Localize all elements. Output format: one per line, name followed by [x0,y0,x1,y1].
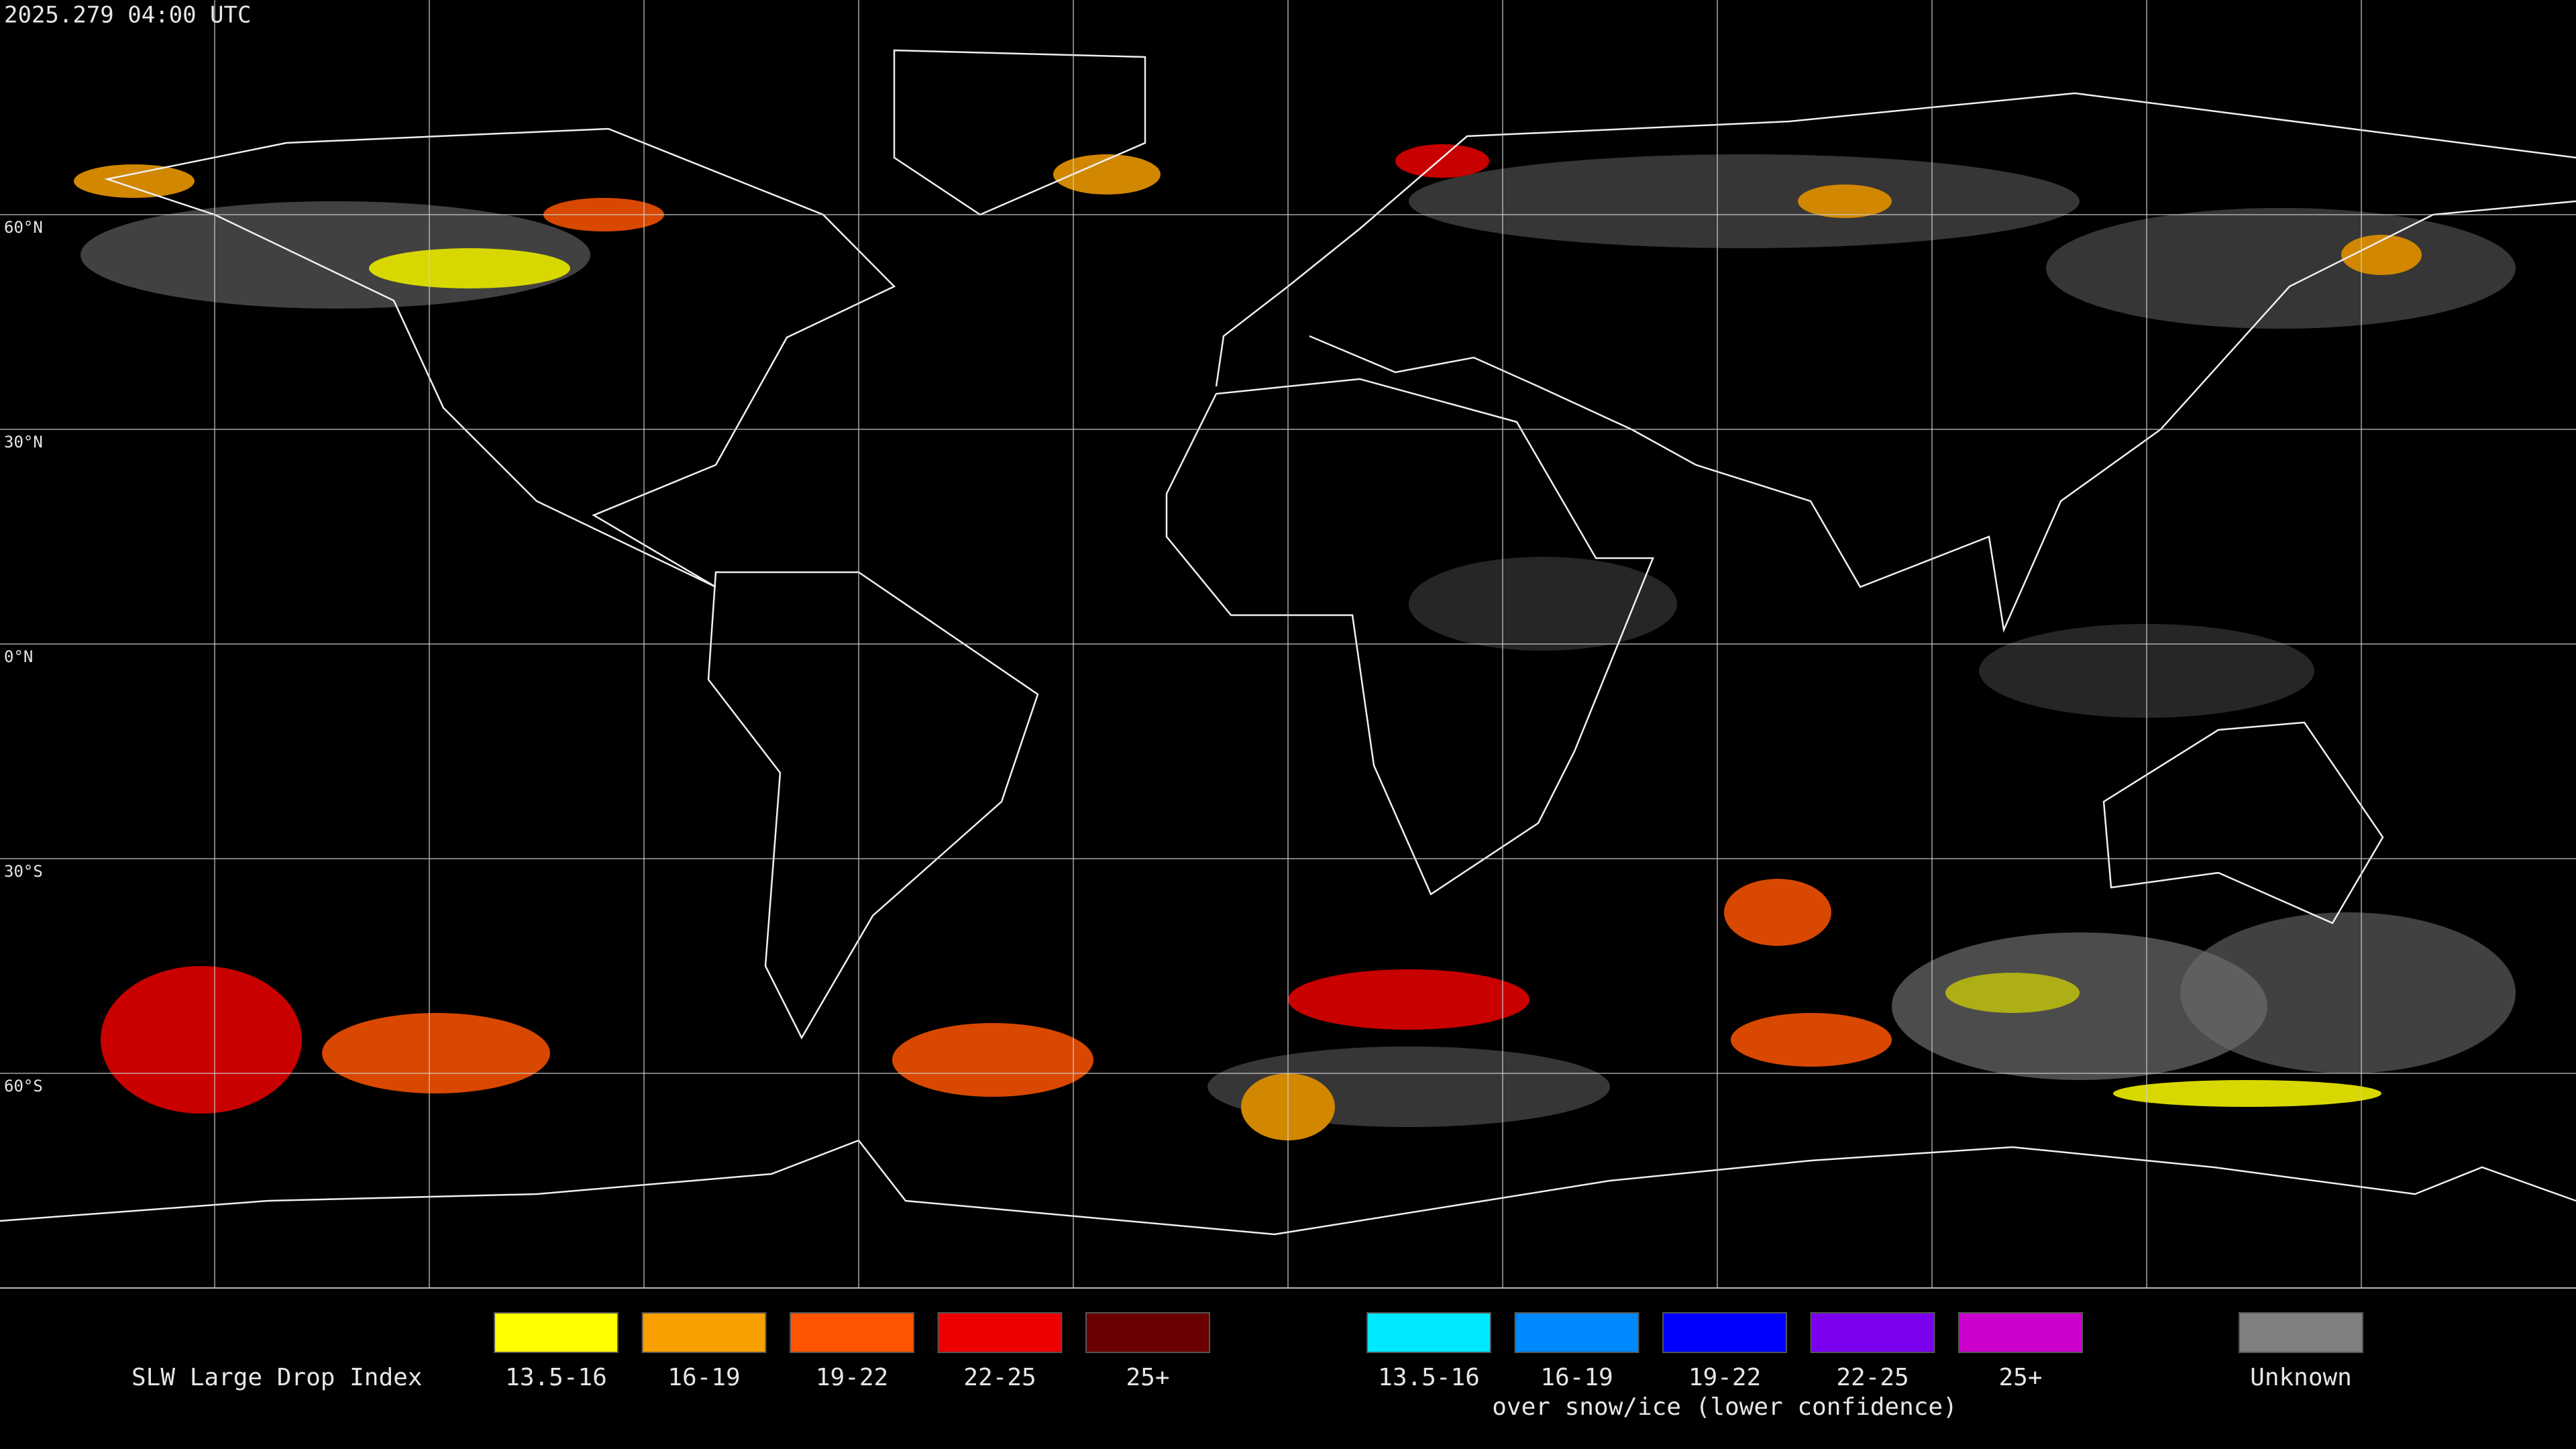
legend-label: 16-19 [667,1364,740,1391]
legend-title: SLW Large Drop Index [131,1364,422,1391]
legend-label: 25+ [1998,1364,2042,1391]
legend-label: 19-22 [816,1364,888,1391]
legend-label: 22-25 [1836,1364,1909,1391]
legend-swatch [641,1312,767,1353]
legend-swatch [937,1312,1063,1353]
legend-swatch [494,1312,619,1353]
timestamp: 2025.279 04:00 UTC [4,2,251,29]
map: 60°N 30°N 0°N 30°S 60°S [0,0,2576,1289]
legend-label: 16-19 [1540,1364,1613,1391]
legend-note: over snow/ice (lower confidence) [1492,1393,1957,1421]
legend-swatch [1810,1312,1935,1353]
latitude-label: 30°S [4,862,43,881]
graticule: 60°N 30°N 0°N 30°S 60°S [0,0,2576,1289]
cloud-fields [74,144,2516,1140]
latitude-label: 0°N [4,647,33,666]
legend-label: Unknown [2250,1364,2352,1391]
legend-swatch [1662,1312,1787,1353]
legend-swatch [2239,1312,2363,1353]
legend-label: 22-25 [963,1364,1036,1391]
legend-swatch [1514,1312,1640,1353]
latitude-label: 30°N [4,433,43,451]
legend-swatch [1085,1312,1210,1353]
legend-label: 25+ [1126,1364,1169,1391]
legend-swatch [1366,1312,1491,1353]
legend-label: 13.5-16 [505,1364,607,1391]
legend-label: 19-22 [1688,1364,1761,1391]
legend-swatch [790,1312,914,1353]
legend-label: 13.5-16 [1378,1364,1480,1391]
legend: SLW Large Drop Index 13.5-16 16-19 19-22 22… [131,1312,2363,1421]
legend-swatch [1958,1312,2083,1353]
latitude-label: 60°N [4,218,43,237]
latitude-label: 60°S [4,1077,43,1095]
